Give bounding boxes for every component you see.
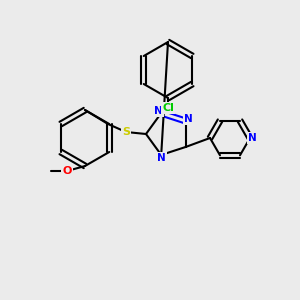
Text: O: O [62,166,72,176]
Text: N: N [184,114,193,124]
Text: N: N [248,133,256,143]
Text: N: N [157,153,166,163]
Text: N: N [154,106,163,116]
Text: S: S [122,127,130,137]
Text: Cl: Cl [162,103,174,113]
